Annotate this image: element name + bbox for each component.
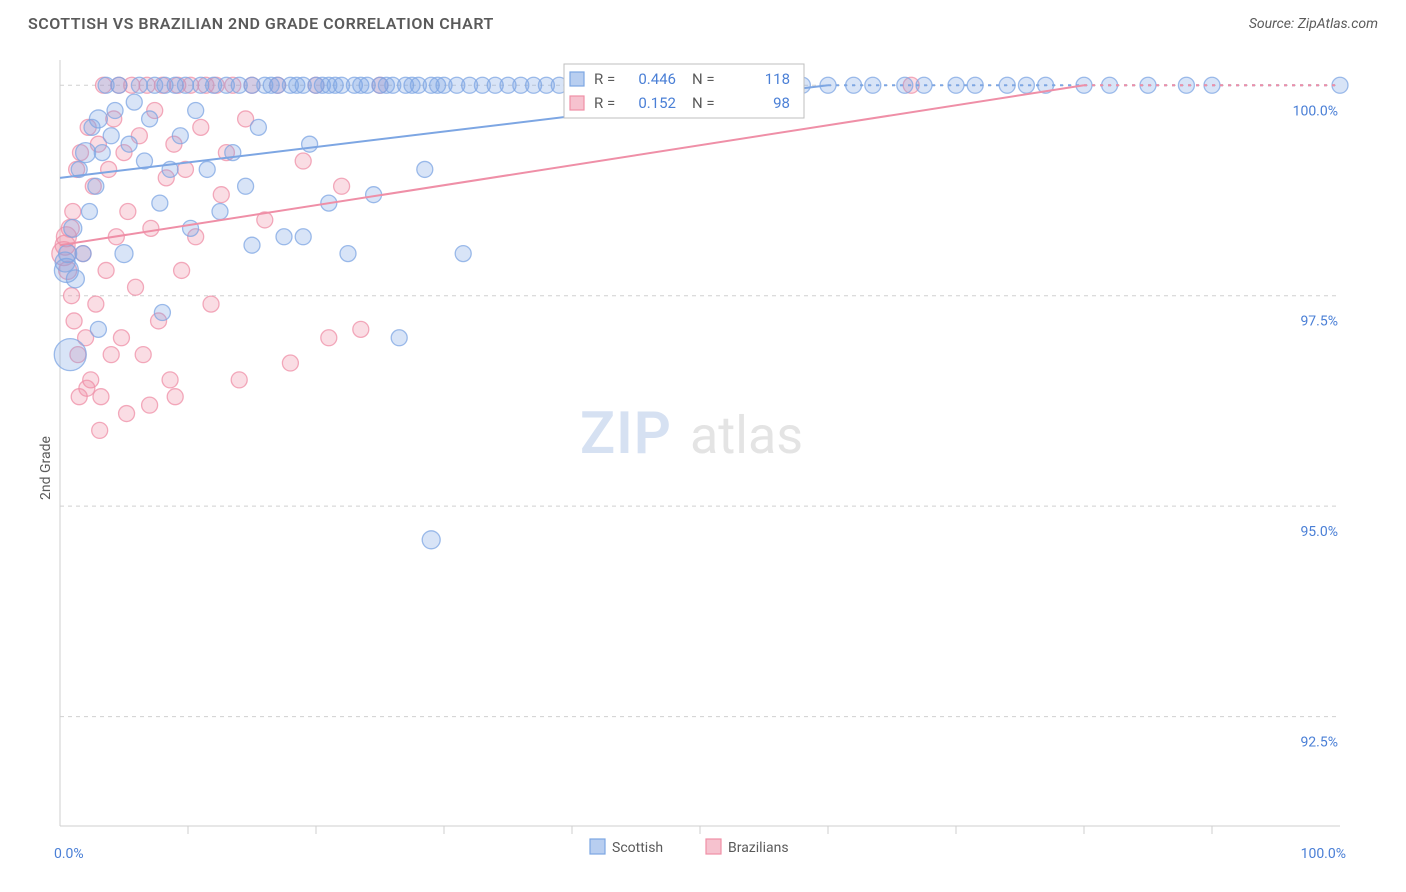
brazilians-point xyxy=(103,347,119,363)
scottish-point xyxy=(126,94,142,110)
scottish-point xyxy=(244,237,260,253)
scottish-point xyxy=(340,246,356,262)
brazilians-point xyxy=(142,397,158,413)
y-tick-label: 95.0% xyxy=(1300,524,1338,540)
legend-label-brazilians: Brazilians xyxy=(728,840,789,856)
brazilians-point xyxy=(93,389,109,405)
stats-r-value-brazilians: 0.152 xyxy=(638,94,676,112)
brazilians-point xyxy=(101,161,117,177)
brazilians-point xyxy=(88,296,104,312)
y-tick-label: 100.0% xyxy=(1293,103,1338,119)
scottish-point xyxy=(89,110,107,128)
scottish-point xyxy=(199,161,215,177)
brazilians-point xyxy=(98,262,114,278)
brazilians-point xyxy=(113,330,129,346)
brazilians-point xyxy=(79,380,95,396)
legend-swatch-brazilians xyxy=(706,839,721,854)
stats-n-label: N = xyxy=(692,94,715,112)
scottish-point xyxy=(59,245,77,263)
y-tick-label: 92.5% xyxy=(1300,735,1338,751)
brazilians-point xyxy=(120,204,136,220)
scottish-point xyxy=(238,178,254,194)
scottish-point xyxy=(115,245,133,263)
scottish-point xyxy=(66,270,84,288)
brazilians-point xyxy=(295,153,311,169)
brazilians-point xyxy=(174,262,190,278)
scottish-point xyxy=(75,246,91,262)
scottish-point xyxy=(131,77,147,93)
stats-r-value-scottish: 0.446 xyxy=(638,70,676,88)
stats-n-value-scottish: 118 xyxy=(765,70,790,88)
scottish-point xyxy=(276,229,292,245)
scottish-point xyxy=(172,128,188,144)
brazilians-point xyxy=(162,372,178,388)
scottish-point xyxy=(90,321,106,337)
scottish-point xyxy=(142,111,158,127)
brazilians-point xyxy=(334,178,350,194)
stats-swatch-scottish xyxy=(570,72,584,86)
brazilians-point xyxy=(203,296,219,312)
scottish-point xyxy=(295,229,311,245)
scottish-point xyxy=(422,531,440,549)
scottish-point xyxy=(103,128,119,144)
correlation-scatter-chart: 100.0% 97.5% 95.0% 92.5% ZIP atlas 0.0% 100.0% R… xyxy=(0,44,1406,892)
legend-label-scottish: Scottish xyxy=(612,840,663,856)
brazilians-point xyxy=(135,347,151,363)
watermark-icon: ZIP xyxy=(580,400,672,468)
scottish-point xyxy=(152,195,168,211)
scottish-point xyxy=(183,220,199,236)
brazilians-point xyxy=(213,187,229,203)
brazilians-point xyxy=(193,119,209,135)
scottish-point xyxy=(107,103,123,119)
brazilians-point xyxy=(128,279,144,295)
y-axis-label: 2nd Grade xyxy=(38,436,54,500)
stats-n-label: N = xyxy=(692,70,715,88)
scottish-point xyxy=(81,204,97,220)
brazilians-point xyxy=(231,372,247,388)
brazilians-point xyxy=(65,204,81,220)
source-attribution: Source: ZipAtlas.com xyxy=(1249,16,1378,32)
stats-r-label: R = xyxy=(594,70,615,88)
scottish-point xyxy=(302,136,318,152)
stats-n-value-brazilians: 98 xyxy=(773,94,790,112)
scottish-point xyxy=(417,161,433,177)
x-min-label: 0.0% xyxy=(54,846,84,862)
scottish-point xyxy=(54,339,86,371)
scottish-point xyxy=(212,204,228,220)
scottish-point xyxy=(455,246,471,262)
scottish-point xyxy=(121,136,137,152)
scottish-point xyxy=(76,143,96,163)
scottish-point xyxy=(64,219,82,237)
stats-swatch-brazilians xyxy=(570,96,584,110)
legend-swatch-scottish xyxy=(590,839,605,854)
scottish-point xyxy=(154,305,170,321)
chart-title: SCOTTISH VS BRAZILIAN 2ND GRADE CORRELAT… xyxy=(28,14,494,33)
brazilians-point xyxy=(321,330,337,346)
brazilians-point xyxy=(64,288,80,304)
brazilians-point xyxy=(167,389,183,405)
scottish-point xyxy=(250,119,266,135)
scottish-point xyxy=(188,103,204,119)
stats-r-label: R = xyxy=(594,94,615,112)
x-max-label: 100.0% xyxy=(1301,846,1346,862)
watermark-text: atlas xyxy=(690,405,803,466)
brazilians-point xyxy=(353,321,369,337)
brazilians-point xyxy=(119,406,135,422)
y-tick-label: 97.5% xyxy=(1300,314,1338,330)
brazilians-point xyxy=(143,220,159,236)
scottish-point xyxy=(177,77,193,93)
scottish-point xyxy=(111,77,127,93)
scottish-point xyxy=(94,145,110,161)
brazilians-point xyxy=(92,422,108,438)
scottish-point xyxy=(391,330,407,346)
scottish-point xyxy=(88,178,104,194)
brazilians-point xyxy=(66,313,82,329)
brazilians-point xyxy=(282,355,298,371)
